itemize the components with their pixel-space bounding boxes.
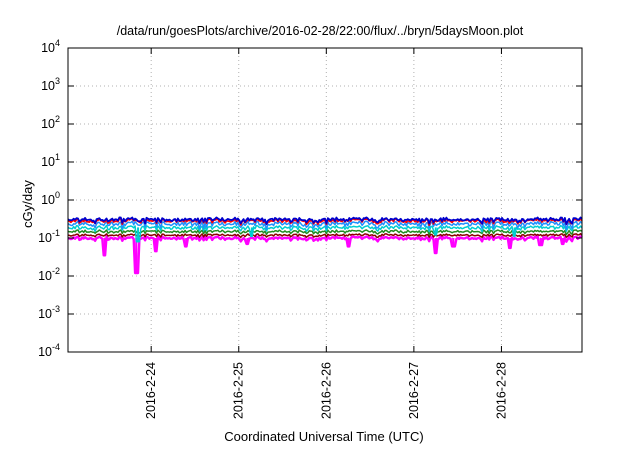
y-tick-label: 101 (41, 152, 60, 169)
x-axis: 2016-2-24 2016-2-25 2016-2-26 2016-2-27 2016… (144, 48, 508, 419)
x-tick-label: 2016-2-27 (407, 362, 421, 419)
x-tick-label: 2016-2-26 (319, 362, 333, 419)
chart-title: /data/run/goesPlots/archive/2016-02-28/2… (117, 24, 524, 38)
y-axis-label: cGy/day (20, 180, 35, 228)
series-line (67, 229, 583, 236)
y-tick-label: 100 (41, 190, 60, 207)
grid-lines (68, 48, 582, 352)
y-tick-label: 103 (41, 76, 60, 93)
y-axis: 10-4 10-3 10-2 10-1 100 101 102 103 104 (38, 38, 582, 359)
y-tick-label: 102 (41, 114, 60, 131)
y-tick-label: 10-4 (38, 342, 60, 359)
x-axis-label: Coordinated Universal Time (UTC) (224, 429, 423, 444)
x-tick-label: 2016-2-28 (494, 362, 508, 419)
series-layer (67, 216, 583, 275)
x-tick-label: 2016-2-24 (144, 362, 158, 419)
series-line (67, 224, 583, 243)
series-line (67, 232, 583, 239)
x-tick-label: 2016-2-25 (232, 362, 246, 419)
series-line (67, 235, 583, 275)
y-tick-label: 10-1 (38, 228, 60, 245)
series-line (67, 216, 583, 225)
y-tick-label: 104 (41, 38, 60, 55)
y-tick-label: 10-3 (38, 304, 60, 321)
y-tick-label: 10-2 (38, 266, 60, 283)
